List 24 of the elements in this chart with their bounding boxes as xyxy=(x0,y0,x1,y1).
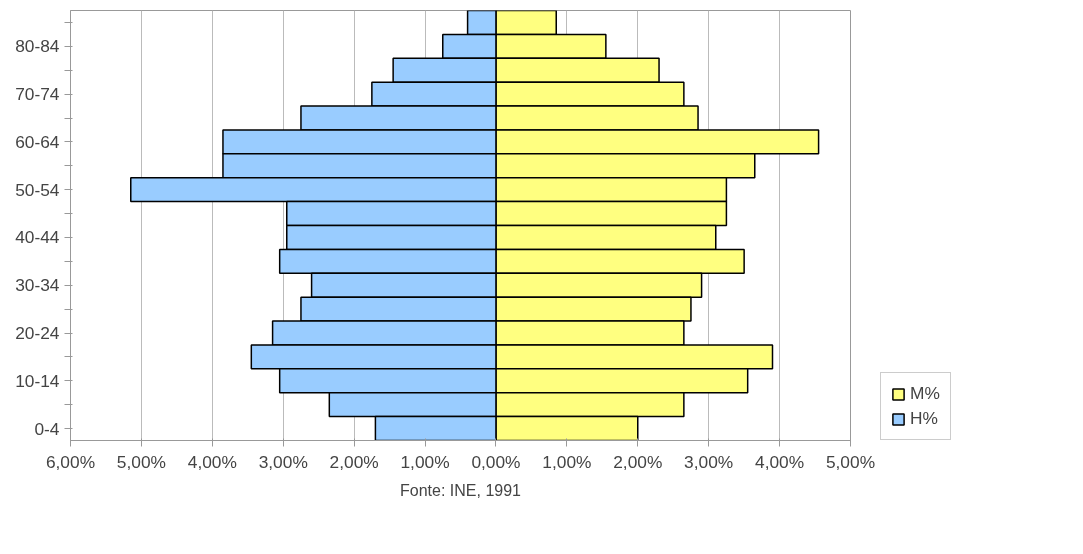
x-tick-label: 6,00% xyxy=(45,451,96,472)
y-tick-label: 70-74 xyxy=(15,84,60,105)
x-tick-label: 1,00% xyxy=(400,451,450,472)
x-tick-label: 0,00% xyxy=(471,451,521,472)
x-tick-label: 3,00% xyxy=(684,451,734,472)
x-tick-label: 3,00% xyxy=(258,451,308,472)
x-tick-label: 5,00% xyxy=(116,451,166,472)
x-tick-label: 2,00% xyxy=(613,451,663,472)
x-tick-label: 2,00% xyxy=(329,451,379,472)
y-tick-label: 60-64 xyxy=(15,131,60,152)
y-tick-label: 0-4 xyxy=(34,418,60,439)
y-tick-label: 50-54 xyxy=(15,179,60,200)
y-tick-label: 20-24 xyxy=(15,323,60,343)
y-tick-label: 80-84 xyxy=(15,36,60,57)
source-note: Fonte: INE, 1991 xyxy=(400,481,522,499)
y-tick-label: 30-34 xyxy=(15,275,60,296)
x-tick-label: 4,00% xyxy=(187,451,237,472)
y-tick-label: 40-44 xyxy=(15,227,60,248)
legend-label: H% xyxy=(910,408,938,429)
x-tick-label: 1,00% xyxy=(542,451,592,472)
x-tick-label: 5,00% xyxy=(825,451,876,472)
y-tick-label: 10-14 xyxy=(15,370,60,391)
legend-label: M% xyxy=(910,383,940,404)
x-tick-label: 4,00% xyxy=(755,451,805,472)
